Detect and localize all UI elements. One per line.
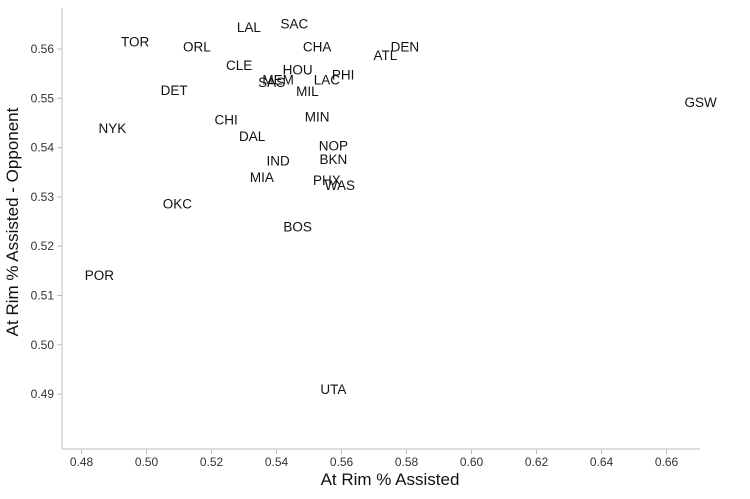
x-tick-label: 0.54 — [265, 455, 289, 469]
point-label-phx: PHX — [313, 173, 341, 188]
x-axis: 0.48 0.50 0.52 0.54 0.56 0.58 0.60 0.62 0.64 0.66 — [62, 448, 700, 469]
x-tick-label: 0.56 — [330, 455, 354, 469]
y-tick-label: 0.56 — [31, 42, 55, 56]
point-label-lac: LAC — [314, 73, 341, 88]
point-label-mem: MEM — [262, 73, 294, 88]
y-tick-label: 0.52 — [31, 239, 55, 253]
y-axis: 0.49 0.50 0.51 0.52 0.53 0.54 0.55 0.56 — [31, 8, 63, 449]
point-label-nop: NOP — [319, 139, 348, 154]
x-axis-title: At Rim % Assisted — [321, 470, 460, 489]
point-label-hou: HOU — [283, 63, 313, 78]
point-label-nyk: NYK — [98, 121, 126, 136]
point-label-ind: IND — [267, 153, 291, 168]
x-tick-label: 0.66 — [655, 455, 679, 469]
point-label-min: MIN — [305, 110, 330, 125]
y-tick-label: 0.53 — [31, 190, 55, 204]
point-label-chi: CHI — [215, 112, 238, 127]
point-label-phi: PHI — [332, 68, 355, 83]
y-tick-label: 0.50 — [31, 338, 55, 352]
point-label-uta: UTA — [320, 382, 346, 397]
y-tick-label: 0.55 — [31, 91, 55, 105]
point-label-den: DEN — [391, 40, 420, 55]
x-tick-label: 0.64 — [590, 455, 614, 469]
point-label-atl: ATL — [373, 48, 397, 63]
x-tick-label: 0.52 — [200, 455, 224, 469]
point-label-cle: CLE — [226, 58, 252, 73]
point-label-orl: ORL — [183, 40, 211, 55]
point-label-sac: SAC — [280, 16, 308, 31]
point-label-mil: MIL — [296, 84, 319, 99]
y-tick-label: 0.51 — [31, 289, 55, 303]
point-label-det: DET — [161, 83, 188, 98]
point-label-tor: TOR — [121, 35, 150, 50]
point-label-dal: DAL — [239, 129, 266, 144]
y-axis-title: At Rim % Assisted - Opponent — [3, 107, 22, 336]
point-label-lal: LAL — [237, 20, 262, 35]
point-label-bos: BOS — [283, 219, 312, 234]
point-label-por: POR — [85, 268, 115, 283]
point-label-bkn: BKN — [319, 152, 347, 167]
point-label-mia: MIA — [250, 170, 274, 185]
y-tick-label: 0.54 — [31, 141, 55, 155]
x-tick-label: 0.60 — [460, 455, 484, 469]
x-tick-label: 0.48 — [70, 455, 94, 469]
x-tick-label: 0.62 — [525, 455, 549, 469]
point-label-okc: OKC — [163, 196, 193, 211]
point-label-cha: CHA — [303, 40, 332, 55]
point-label-sas: SAS — [258, 75, 285, 90]
point-label-gsw: GSW — [685, 95, 718, 110]
x-tick-label: 0.58 — [395, 455, 419, 469]
x-tick-label: 0.50 — [135, 455, 159, 469]
point-label-was: WAS — [325, 178, 355, 193]
y-tick-label: 0.49 — [31, 387, 55, 401]
